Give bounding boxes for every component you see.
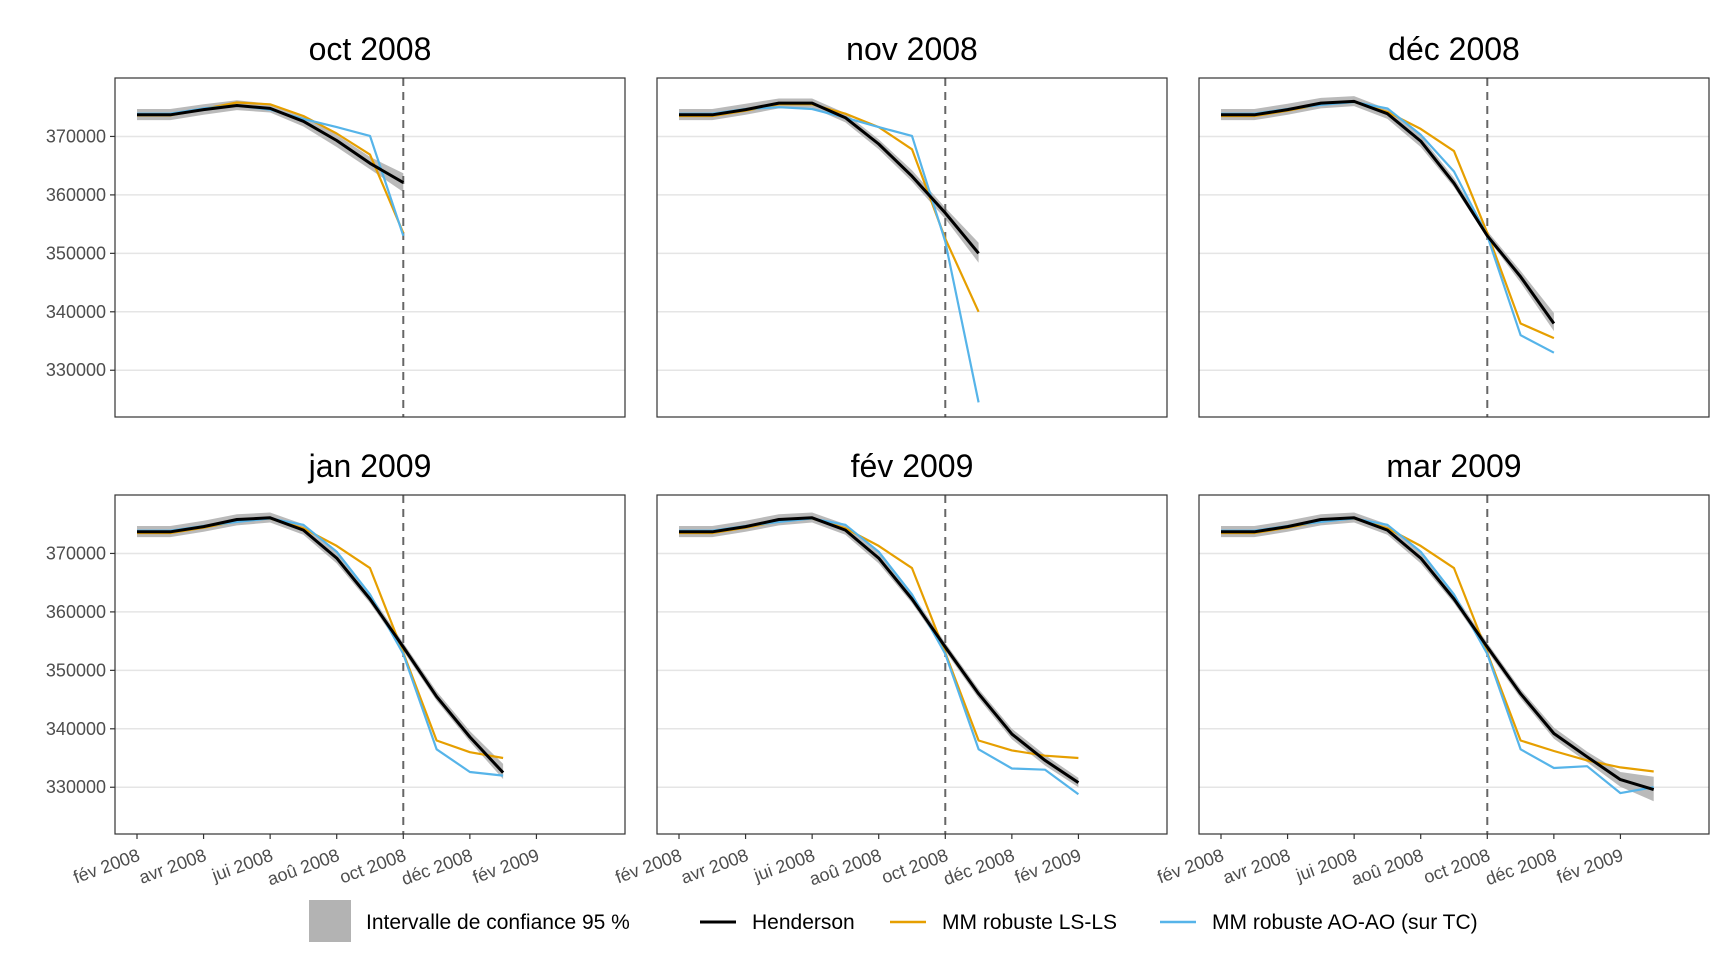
x-tick-label: fév 2008: [613, 845, 685, 887]
x-tick-label: déc 2008: [1483, 845, 1559, 889]
confidence-band: [1221, 96, 1554, 332]
x-tick-label: jui 2008: [208, 845, 275, 886]
x-tick-label: aoû 2008: [1349, 845, 1426, 889]
y-tick-label: 330000: [46, 360, 106, 380]
legend: Intervalle de confiance 95 % Henderson MM …: [309, 900, 1478, 942]
panel-border: [656, 77, 1168, 418]
panel-title: nov 2008: [846, 31, 978, 67]
panel-border: [1198, 494, 1710, 835]
series-line: [1221, 100, 1555, 354]
x-tick-label: oct 2008: [879, 845, 951, 887]
panel-title: fév 2009: [851, 448, 974, 484]
series-line: [137, 104, 405, 184]
confidence-band: [679, 98, 979, 263]
panel-border: [114, 77, 626, 418]
y-tick-label: 360000: [46, 185, 106, 205]
x-tick-label: oct 2008: [337, 845, 409, 887]
series-line: [137, 517, 504, 760]
y-tick-label: 360000: [46, 602, 106, 622]
series-line: [679, 101, 980, 255]
panel-border: [1198, 77, 1710, 418]
series-line: [1221, 516, 1655, 792]
x-tick-label: fév 2008: [71, 845, 143, 887]
panel-title: mar 2009: [1386, 448, 1521, 484]
series-line: [1221, 99, 1556, 325]
y-tick-label: 370000: [46, 543, 106, 563]
panel-title: oct 2008: [309, 31, 432, 67]
series-line: [1221, 100, 1555, 340]
y-tick-label: 350000: [46, 660, 106, 680]
legend-item: MM robuste LS-LS: [890, 911, 1117, 934]
legend-key-band: [309, 900, 351, 942]
y-tick-label: 330000: [46, 777, 106, 797]
x-tick-label: aoû 2008: [807, 845, 884, 889]
series-line: [137, 101, 405, 234]
y-tick-label: 340000: [46, 719, 106, 739]
x-tick-label: fév 2009: [470, 845, 542, 887]
facet-panel: jan 2009 330000 340000 350000 360000 370000 fé…: [46, 448, 626, 889]
x-tick-label: fév 2008: [1155, 845, 1227, 887]
facet-panel: déc 2008: [1198, 31, 1710, 418]
panel-border: [656, 494, 1168, 835]
series-line: [679, 516, 1080, 784]
x-tick-label: avr 2008: [136, 845, 209, 888]
x-tick-label: jui 2008: [750, 845, 817, 886]
facet-panel: nov 2008: [656, 31, 1168, 418]
legend-label: MM robuste LS-LS: [942, 911, 1117, 934]
x-tick-label: jui 2008: [1292, 845, 1359, 886]
x-tick-label: avr 2008: [678, 845, 751, 888]
confidence-band: [679, 512, 1079, 788]
confidence-band: [137, 100, 404, 192]
legend-item: Intervalle de confiance 95 %: [309, 900, 630, 942]
legend-label: Henderson: [752, 911, 855, 934]
legend-label: MM robuste AO-AO (sur TC): [1212, 911, 1478, 934]
facet-panels: oct 2008 330000 340000 350000 360000 370000 no…: [46, 31, 1710, 889]
panel-title: déc 2008: [1388, 31, 1520, 67]
series-line: [679, 106, 980, 403]
x-tick-label: avr 2008: [1220, 845, 1293, 888]
series-line: [137, 517, 504, 777]
x-tick-label: oct 2008: [1421, 845, 1493, 887]
panel-border: [114, 494, 626, 835]
series-line: [137, 104, 405, 237]
x-tick-label: fév 2009: [1554, 845, 1626, 887]
series-line: [1221, 517, 1654, 795]
confidence-band: [137, 512, 504, 780]
legend-item: MM robuste AO-AO (sur TC): [1160, 911, 1478, 934]
y-tick-label: 340000: [46, 302, 106, 322]
x-tick-label: déc 2008: [941, 845, 1017, 889]
x-tick-label: déc 2008: [399, 845, 475, 889]
series-line: [137, 516, 505, 774]
facet-panel: oct 2008 330000 340000 350000 360000 370000: [46, 31, 626, 418]
x-tick-label: fév 2009: [1012, 845, 1084, 887]
legend-label: Intervalle de confiance 95 %: [366, 911, 630, 934]
legend-item: Henderson: [700, 911, 855, 934]
series-line: [1221, 517, 1654, 773]
y-tick-label: 350000: [46, 243, 106, 263]
y-tick-label: 370000: [46, 126, 106, 146]
panel-title: jan 2009: [308, 448, 432, 484]
x-tick-label: aoû 2008: [265, 845, 342, 889]
